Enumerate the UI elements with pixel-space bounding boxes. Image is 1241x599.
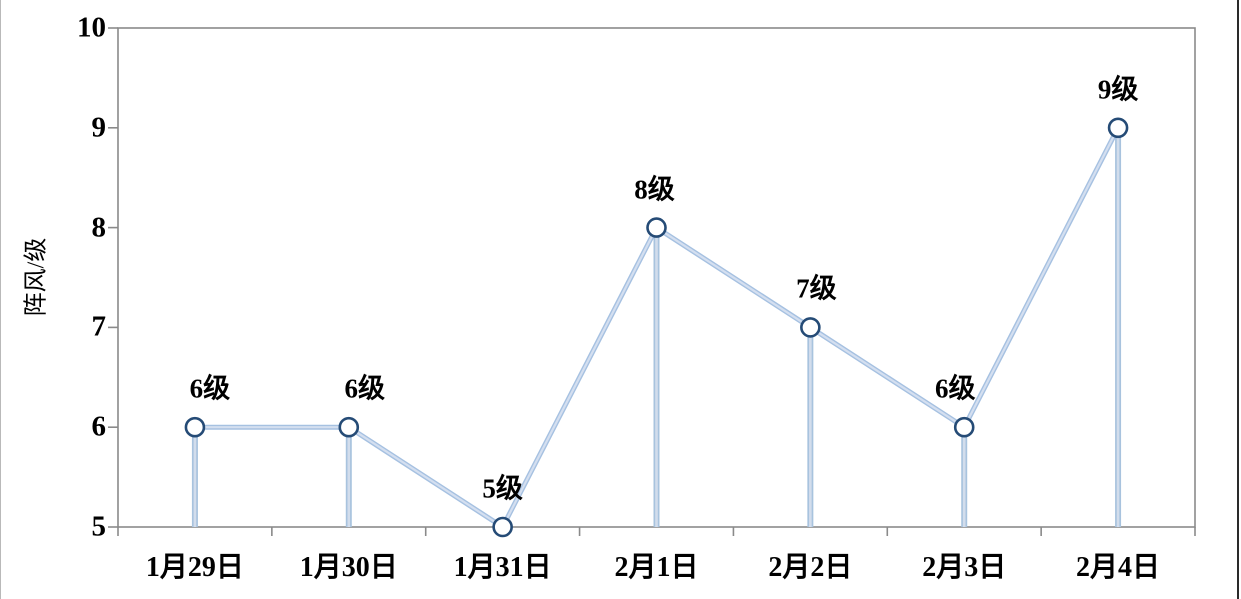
data-point-marker [492,516,513,538]
data-point-marker [800,317,821,338]
data-label: 7级 [796,273,837,304]
x-tick-label: 2月2日 [768,552,853,583]
y-tick-label: 5 [91,510,107,543]
x-tick-label: 2月3日 [922,552,1007,583]
data-point-marker [953,416,975,438]
x-tick-label: 1月30日 [299,552,398,583]
x-tick-label: 1月29日 [145,552,244,583]
page-right-border [1237,0,1239,599]
data-point-marker [338,416,360,438]
data-label: 8级 [634,174,675,205]
x-tick-label: 2月4日 [1076,552,1161,583]
data-label: 6级 [344,373,386,404]
y-tick-label: 9 [91,111,107,144]
data-point-marker [646,217,667,238]
data-point-marker [184,416,206,438]
y-tick-label: 8 [91,211,107,244]
data-point-marker [1107,117,1129,139]
x-tick-label: 1月31日 [453,552,552,583]
data-label: 5级 [482,473,523,504]
y-tick-label: 7 [91,310,107,343]
y-axis-title: 阵风/级 [23,237,50,317]
x-tick-label: 2月1日 [614,552,699,583]
page-left-border [0,0,1,599]
data-label: 6级 [934,373,976,404]
y-tick-label: 10 [77,11,106,44]
y-tick-label: 6 [91,410,107,443]
data-label: 6级 [189,373,231,404]
data-label: 9级 [1097,74,1139,105]
